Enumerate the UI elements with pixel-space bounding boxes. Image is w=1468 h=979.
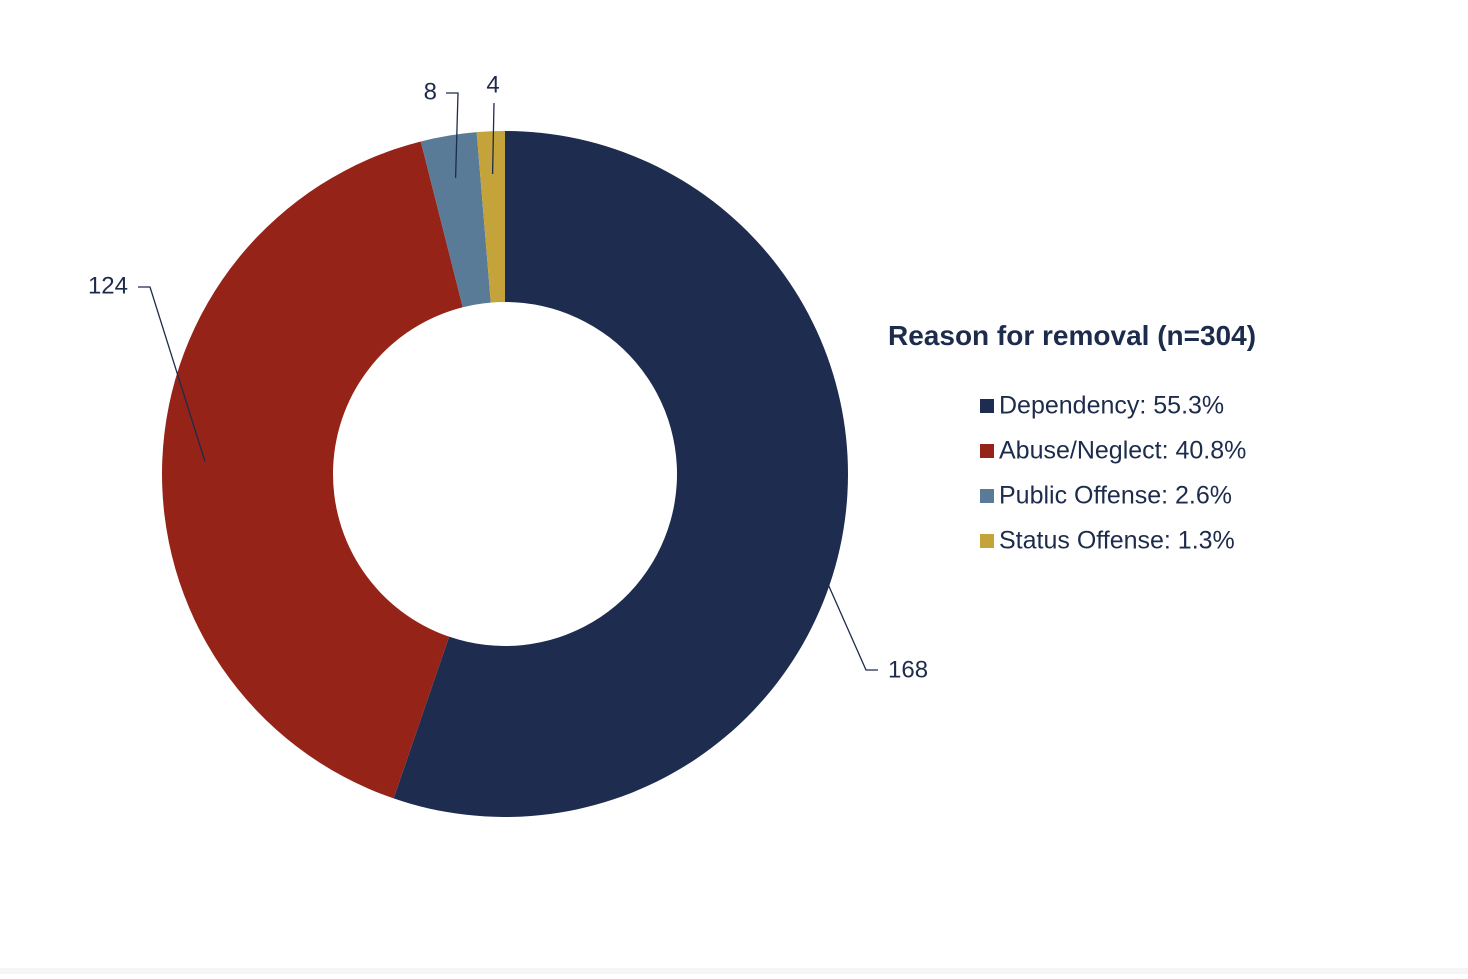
legend-swatch — [980, 534, 994, 548]
slice-abuse-neglect — [161, 141, 463, 799]
leader-line-status-offense — [491, 102, 495, 175]
legend-swatch — [980, 399, 994, 413]
legend-label: Public Offense: 2.6% — [999, 482, 1232, 510]
legend-swatch — [980, 489, 994, 503]
legend-item: Status Offense: 1.3% — [980, 527, 1235, 555]
legend-label: Status Offense: 1.3% — [999, 527, 1235, 555]
legend-item: Public Offense: 2.6% — [980, 482, 1232, 510]
leader-line-dependency — [800, 523, 878, 671]
legend: Reason for removal (n=304) Dependency: 5… — [888, 320, 1256, 555]
legend-swatch — [980, 444, 994, 458]
legend-label: Abuse/Neglect: 40.8% — [999, 437, 1246, 465]
slice-public-offense — [420, 132, 491, 308]
leader-line-abuse-neglect — [138, 286, 206, 462]
bottom-strip — [0, 968, 1468, 974]
slices-layer — [161, 131, 848, 817]
leader-lines-layer — [138, 92, 878, 671]
data-label-public-offense: 8 — [424, 78, 437, 105]
slice-status-offense — [476, 131, 505, 303]
legend-title: Reason for removal (n=304) — [888, 320, 1256, 351]
legend-item: Dependency: 55.3% — [980, 392, 1224, 420]
legend-item: Abuse/Neglect: 40.8% — [980, 437, 1246, 465]
slice-dependency — [393, 131, 848, 817]
data-label-abuse-neglect: 124 — [88, 272, 128, 299]
data-label-status-offense: 4 — [486, 71, 499, 98]
leader-line-public-offense — [446, 92, 459, 178]
data-label-dependency: 168 — [888, 656, 928, 683]
data-labels-layer: 168 124 8 4 — [88, 71, 928, 683]
legend-label: Dependency: 55.3% — [999, 392, 1224, 420]
